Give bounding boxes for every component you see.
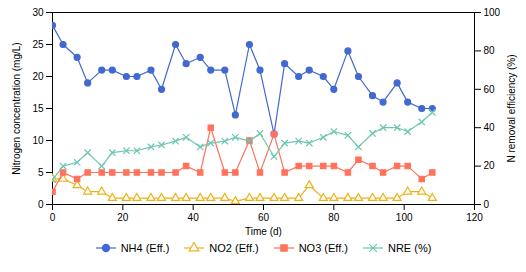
svg-text:10: 10 [32, 135, 44, 146]
svg-text:30: 30 [32, 7, 44, 18]
html-text:NO3 (Eff.): NO3 (Eff.) [298, 242, 348, 254]
svg-text:Time (d): Time (d) [245, 226, 282, 237]
svg-text:100: 100 [484, 7, 501, 18]
svg-text:20: 20 [484, 160, 496, 171]
svg-text:0: 0 [484, 199, 490, 210]
svg-text:20: 20 [117, 212, 129, 223]
svg-text:80: 80 [484, 45, 496, 56]
svg-text:100: 100 [396, 212, 413, 223]
svg-text:120: 120 [466, 212, 483, 223]
svg-text:20: 20 [32, 71, 44, 82]
svg-text:5: 5 [38, 167, 44, 178]
svg-text:15: 15 [32, 103, 44, 114]
svg-text:Nitrogen concentration (mg/L): Nitrogen concentration (mg/L) [11, 42, 22, 174]
svg-text:0: 0 [38, 199, 44, 210]
svg-text:60: 60 [258, 212, 270, 223]
html-text:NRE (%): NRE (%) [388, 242, 432, 254]
svg-text:0: 0 [50, 212, 56, 223]
svg-text:60: 60 [484, 84, 496, 95]
svg-text:40: 40 [484, 122, 496, 133]
svg-text:N removal efficiency (%): N removal efficiency (%) [506, 54, 517, 162]
svg-text:40: 40 [188, 212, 200, 223]
html-text:NH4 (Eff.): NH4 (Eff.) [120, 242, 170, 254]
html-text:NO2 (Eff.): NO2 (Eff.) [209, 242, 259, 254]
svg-text:80: 80 [328, 212, 340, 223]
svg-text:25: 25 [32, 39, 44, 50]
